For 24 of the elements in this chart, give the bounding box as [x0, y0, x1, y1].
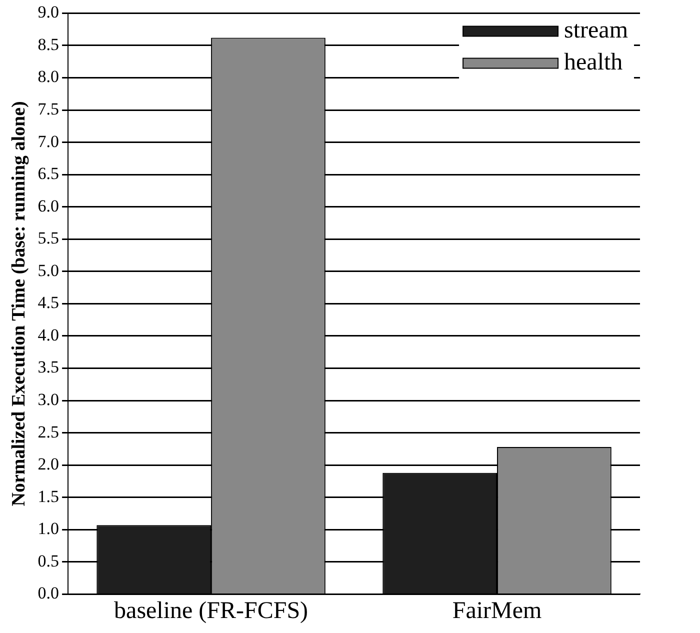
legend-label: stream [564, 17, 628, 44]
y-tick-label: 0.0 [38, 584, 60, 603]
y-tick-label: 1.0 [38, 519, 60, 538]
y-tick-label: 7.0 [38, 132, 60, 151]
y-axis-title: Normalized Execution Time (base: running alone) [8, 101, 30, 506]
x-tick-label: baseline (FR-FCFS) [114, 598, 308, 624]
x-tick-label: FairMem [452, 598, 542, 624]
y-tick-label: 5.5 [38, 228, 60, 248]
y-tick-label: 1.5 [38, 486, 60, 506]
y-tick-label: 6.5 [38, 164, 60, 184]
legend-label: health [564, 49, 623, 76]
y-tick-label: 2.5 [38, 422, 60, 442]
y-tick-label: 9.0 [38, 2, 60, 22]
y-tick-label: 2.0 [38, 454, 60, 474]
y-tick-label: 5.0 [38, 260, 60, 280]
y-tick-label: 7.5 [38, 100, 60, 118]
y-tick-label: 6.0 [38, 196, 60, 216]
y-tick-label: 3.5 [38, 358, 60, 377]
y-tick-label: 4.5 [38, 293, 60, 312]
y-tick-label: 0.5 [38, 551, 60, 570]
y-tick-label: 3.0 [38, 390, 60, 409]
y-tick-label: 8.0 [38, 67, 60, 86]
y-tick-label: 4.0 [38, 325, 60, 344]
y-tick-label: 8.5 [38, 34, 60, 54]
